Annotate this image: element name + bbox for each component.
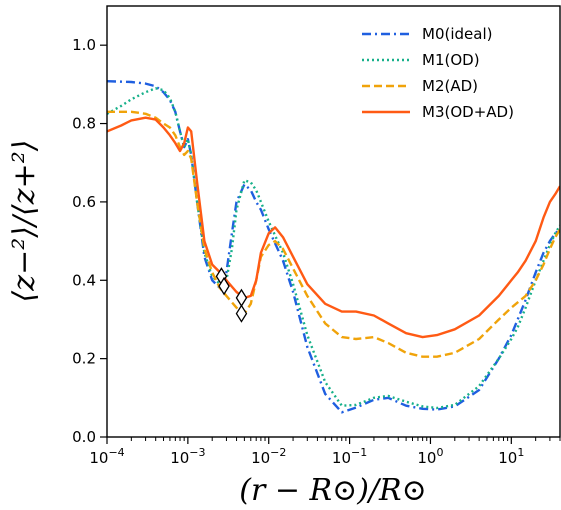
x-tick-label-5: 101 [498,446,524,467]
x-tick-label-2: 10−2 [251,446,286,467]
legend-label-4: M3(OD+AD) [422,103,514,121]
x-tick-label-3: 10−1 [332,446,367,467]
legend-label-1: M0(ideal) [422,25,492,43]
y-tick-label-4: 0.8 [72,115,96,133]
y-axis: 0.0 0.2 0.4 0.6 0.8 1.0 [72,36,107,446]
diamond-marker-2 [218,276,230,296]
legend-label-2: M1(OD) [422,51,480,69]
y-tick-label-0: 0.0 [72,428,96,446]
series-line-2 [107,87,560,410]
x-tick-label-1: 10−3 [170,446,205,467]
series-line-4 [107,116,560,339]
x-axis-label: (r − R⊙)/R⊙ [239,473,427,508]
series-line-1 [107,80,560,414]
y-tick-label-2: 0.4 [72,271,96,289]
x-tick-label-4: 100 [417,446,443,467]
y-axis-label: ⟨z−²⟩/⟨z+²⟩ [7,140,42,303]
y-tick-label-3: 0.6 [72,193,96,211]
diamond-marker-4 [235,304,248,323]
plot-frame [106,5,561,438]
series-line-3 [107,110,560,358]
series-layer [107,80,560,414]
y-tick-label-1: 0.2 [72,350,96,368]
legend: M0(ideal) M1(OD) M2(AD) M3(OD+AD) [352,16,554,128]
y-tick-label-5: 1.0 [72,36,96,54]
x-axis: 10−4 10−3 10−2 10−1 100 101 [89,437,561,467]
marker-layer [215,267,248,323]
legend-label-3: M2(AD) [422,77,478,95]
x-tick-label-0: 10−4 [89,446,124,467]
